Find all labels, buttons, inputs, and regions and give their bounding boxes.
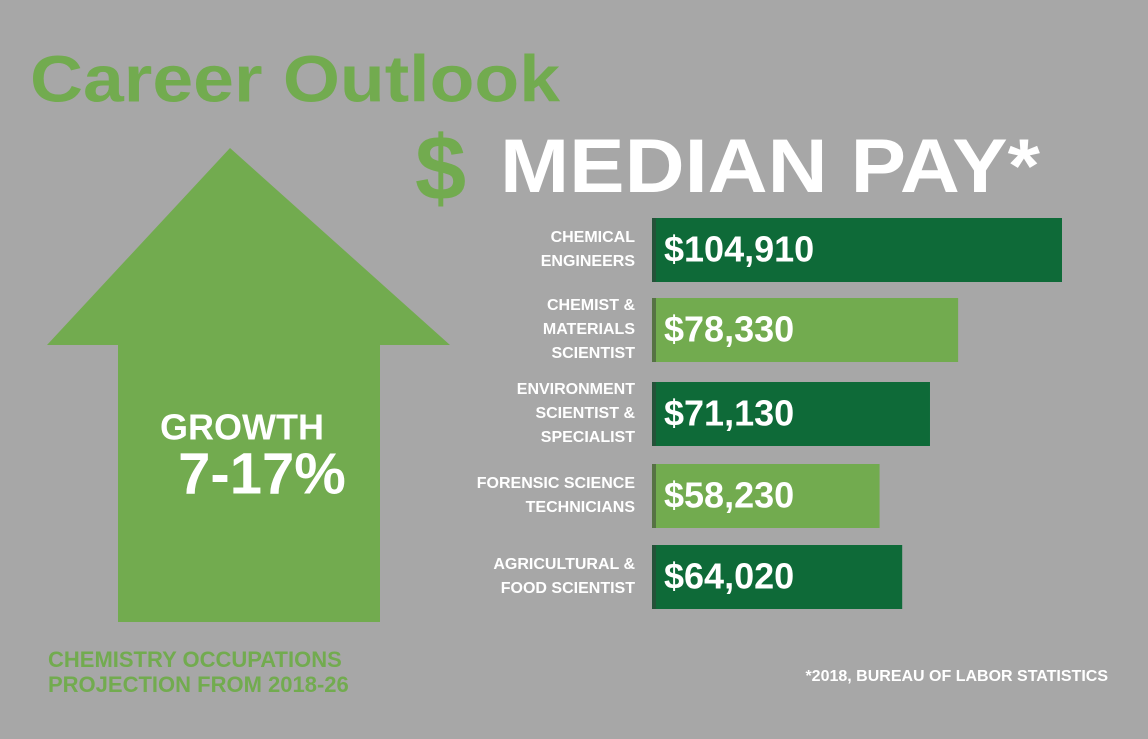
bar	[652, 545, 903, 609]
bar	[652, 382, 930, 446]
category-label: AGRICULTURAL &	[493, 556, 635, 573]
value-label: $71,130	[664, 393, 794, 434]
category-label: SPECIALIST	[541, 429, 635, 446]
footnote: PROJECTION FROM 2018-26	[48, 672, 349, 697]
category-label: CHEMICAL	[551, 229, 636, 246]
bar	[652, 298, 959, 362]
growth-label: GROWTH	[160, 407, 324, 448]
bar	[652, 464, 880, 528]
dollar-sign: $	[415, 117, 466, 219]
category-label: ENVIRONMENT	[517, 381, 635, 398]
category-label: FOOD SCIENTIST	[501, 580, 635, 597]
bar-edge	[652, 464, 656, 528]
category-label: SCIENTIST &	[535, 405, 635, 422]
growth-arrow	[47, 148, 450, 622]
bar	[652, 218, 1062, 282]
bar-edge	[652, 382, 656, 446]
value-label: $78,330	[664, 309, 794, 350]
value-label: $58,230	[664, 475, 794, 516]
category-label: MATERIALS	[543, 321, 635, 338]
source: *2018, BUREAU OF LABOR STATISTICS	[805, 668, 1108, 685]
footnote: CHEMISTRY OCCUPATIONS	[48, 647, 342, 672]
category-label: TECHNICIANS	[526, 499, 636, 516]
title: Career Outlook	[30, 41, 560, 115]
subtitle: MEDIAN PAY*	[500, 124, 1040, 209]
growth-value: 7-17%	[178, 441, 346, 506]
bar-edge	[652, 218, 656, 282]
value-label: $64,020	[664, 556, 794, 597]
category-label: FORENSIC SCIENCE	[477, 475, 636, 492]
category-label: SCIENTIST	[551, 345, 635, 362]
bar-edge	[652, 298, 656, 362]
category-label: ENGINEERS	[541, 253, 636, 270]
bar-edge	[652, 545, 656, 609]
category-label: CHEMIST &	[547, 297, 635, 314]
value-label: $104,910	[664, 229, 814, 270]
